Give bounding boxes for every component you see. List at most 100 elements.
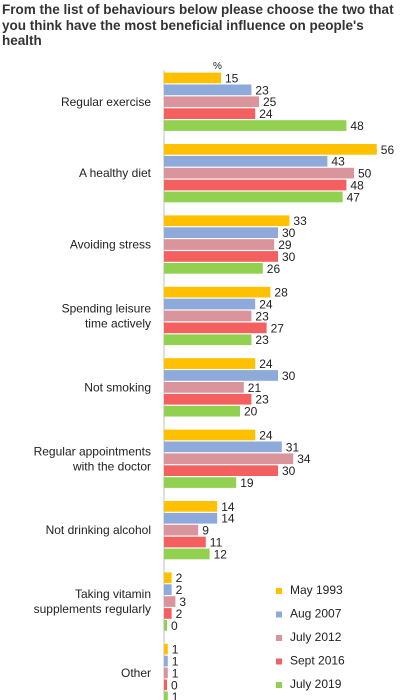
bar: [164, 536, 206, 548]
category-label: Not smoking: [84, 380, 151, 394]
bar: [164, 596, 176, 607]
category-label-line: time actively: [85, 316, 151, 330]
data-label: 30: [282, 369, 296, 383]
bar: [164, 643, 168, 655]
data-label: 14: [221, 512, 235, 526]
data-label: 1: [172, 690, 179, 700]
bar: [164, 108, 256, 119]
data-label: 56: [381, 143, 395, 157]
data-label: 24: [259, 298, 273, 312]
bar: [164, 608, 172, 619]
category-label-line: Spending leisure: [62, 301, 152, 315]
category-label-line: Not drinking alcohol: [46, 523, 151, 537]
bar: [164, 524, 199, 536]
bar: [164, 358, 256, 369]
data-label: 3: [179, 595, 186, 609]
bar: [164, 655, 168, 667]
legend-swatch: [276, 658, 282, 665]
category-label-line: Other: [121, 666, 151, 680]
bar: [164, 144, 377, 155]
data-label: 24: [259, 428, 273, 442]
data-label: 47: [347, 190, 361, 204]
data-label: 24: [259, 107, 273, 121]
bar: [164, 667, 168, 679]
bar: [164, 512, 218, 524]
data-label: 48: [350, 119, 364, 133]
bar: [164, 239, 275, 250]
category-label-line: supplements regularly: [34, 602, 151, 616]
bar: [164, 286, 271, 298]
legend-swatch: [276, 682, 282, 688]
bar: [164, 72, 221, 84]
bar: [164, 334, 252, 346]
category-label: Avoiding stress: [70, 238, 151, 252]
legend-label: Sept 2016: [290, 654, 345, 668]
bar: [164, 179, 347, 191]
legend-swatch: [276, 588, 282, 594]
data-label: 30: [282, 464, 296, 478]
category-label-line: A healthy diet: [79, 166, 152, 180]
data-label: 26: [267, 262, 281, 276]
data-label: 2: [176, 583, 183, 597]
bar: [164, 84, 252, 96]
data-label: 20: [244, 405, 258, 419]
data-label: 24: [259, 357, 273, 371]
data-label: 2: [176, 571, 183, 585]
bar: [164, 251, 278, 262]
bar: [164, 298, 256, 310]
bar: [164, 679, 167, 691]
legend-label: May 1993: [290, 583, 343, 597]
bar: [164, 382, 244, 393]
data-label: 19: [240, 476, 254, 490]
bar: [164, 167, 354, 179]
bar: [164, 465, 278, 476]
data-label: 28: [274, 286, 288, 300]
data-label: 0: [171, 678, 178, 692]
data-label: 29: [278, 238, 292, 252]
data-label: 31: [286, 440, 300, 454]
bar: [164, 310, 252, 322]
data-label: 11: [210, 536, 223, 550]
data-label: 0: [171, 619, 178, 633]
data-label: 15: [225, 71, 239, 85]
category-label-line: Taking vitamin: [75, 587, 151, 601]
data-label: 23: [255, 309, 269, 323]
data-label: 34: [297, 452, 311, 466]
bar: [164, 691, 168, 700]
bar: [164, 120, 347, 131]
bar: [164, 393, 252, 405]
category-label: Taking vitamin supplements regularly: [34, 587, 151, 616]
bar: [164, 155, 328, 167]
data-label: 23: [255, 333, 269, 347]
category-label-line: Regular exercise: [61, 95, 151, 109]
data-label: 1: [172, 643, 179, 657]
category-label: Other: [121, 666, 151, 680]
bar: [164, 620, 167, 631]
legend-label: Aug 2007: [290, 607, 342, 621]
category-label: Not drinking alcohol: [46, 523, 151, 537]
bar: [164, 322, 267, 334]
chart-title: From the list of behaviours below please…: [2, 2, 394, 48]
bar: [164, 441, 282, 453]
bar: [164, 215, 290, 227]
category-label-line: Not smoking: [84, 380, 151, 394]
category-label-line: Avoiding stress: [70, 238, 151, 252]
bar: [164, 405, 240, 417]
bar: [164, 572, 172, 584]
category-label-line: with the doctor: [72, 459, 151, 473]
data-label: 27: [271, 321, 285, 335]
category-label-line: Regular appointments: [34, 444, 151, 458]
bar: [164, 191, 343, 203]
data-label: 30: [282, 226, 296, 240]
legend-swatch: [276, 635, 282, 641]
legend-label: July 2019: [290, 677, 342, 691]
data-label: 23: [255, 83, 269, 97]
bar: [164, 548, 210, 560]
data-label: 50: [358, 167, 372, 181]
data-label: 25: [263, 95, 277, 109]
bar: [164, 370, 278, 381]
bar: [164, 477, 237, 488]
data-label: 1: [172, 655, 179, 669]
category-label: Regular appointments with the doctor: [34, 444, 151, 473]
